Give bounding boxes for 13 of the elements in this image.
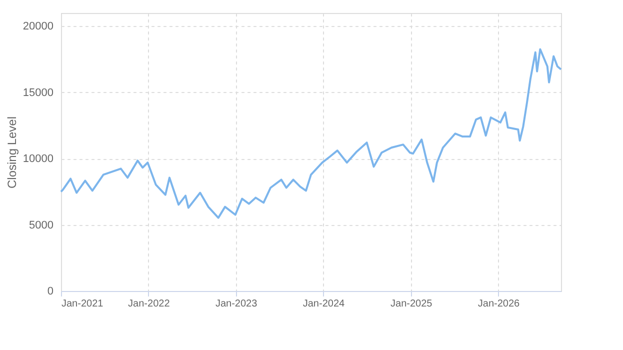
x-tick-label: Jan-2021 <box>62 298 104 310</box>
x-tick-label: Jan-2026 <box>478 298 520 310</box>
y-axis-title: Closing Level <box>4 116 19 189</box>
x-tick-label: Jan-2025 <box>390 298 433 310</box>
y-tick-label: 5000 <box>29 219 54 232</box>
y-tick-label: 0 <box>47 286 54 298</box>
x-tick-label: Jan-2024 <box>302 298 345 310</box>
y-tick-label: 15000 <box>22 86 54 99</box>
x-tick-label: Jan-2022 <box>128 298 170 310</box>
line-series <box>60 48 562 219</box>
x-tick-label: Jan-2023 <box>215 298 258 310</box>
y-tick-label: 20000 <box>22 20 54 33</box>
y-tick-label: 10000 <box>22 153 54 166</box>
